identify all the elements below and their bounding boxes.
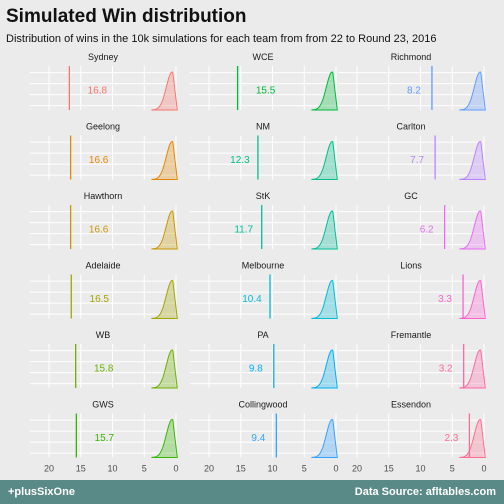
mean-value-label: 9.8 <box>249 363 263 374</box>
mean-value-label: 8.2 <box>407 85 421 96</box>
mean-value-label: 12.3 <box>230 155 250 166</box>
x-tick-label: 10 <box>268 464 278 474</box>
density-area <box>311 71 338 111</box>
mean-value-label: 9.4 <box>251 433 265 444</box>
x-tick-label: 15 <box>384 464 394 474</box>
footer-bar: +plusSixOne Data Source: afltables.com <box>0 480 504 504</box>
facet-label: GC <box>404 191 418 201</box>
facet-label: Lions <box>400 261 422 271</box>
density-area <box>459 418 486 458</box>
x-tick-label: 0 <box>481 464 486 474</box>
footer-brand: +plusSixOne <box>8 486 75 498</box>
mean-value-label: 10.4 <box>242 294 262 305</box>
x-tick-label: 10 <box>416 464 426 474</box>
density-area <box>151 140 178 180</box>
facet-label: Hawthorn <box>84 191 123 201</box>
facet-label: PA <box>257 330 268 340</box>
density-area <box>151 210 178 250</box>
density-area <box>151 418 178 458</box>
x-tick-label: 0 <box>333 464 338 474</box>
facet-label: Collingwood <box>238 400 287 410</box>
facet-label: GWS <box>92 400 114 410</box>
facet-label: Fremantle <box>391 330 432 340</box>
density-area <box>151 71 178 111</box>
density-area <box>459 140 486 180</box>
density-area <box>311 210 338 250</box>
facet-label: Adelaide <box>85 261 120 271</box>
x-tick-label: 20 <box>204 464 214 474</box>
facet-label: Melbourne <box>242 261 285 271</box>
facet-label: NM <box>256 122 270 132</box>
x-tick-label: 20 <box>44 464 54 474</box>
facet-label: WCE <box>253 52 274 62</box>
facet-label: Geelong <box>86 122 120 132</box>
mean-value-label: 15.7 <box>95 433 115 444</box>
mean-value-label: 3.2 <box>439 363 453 374</box>
facet-label: StK <box>256 191 271 201</box>
chart-subtitle: Distribution of wins in the 10k simulati… <box>6 33 437 45</box>
mean-value-label: 2.3 <box>444 433 458 444</box>
density-area <box>311 140 338 180</box>
x-tick-label: 5 <box>142 464 147 474</box>
x-tick-label: 15 <box>236 464 246 474</box>
density-area <box>151 349 178 389</box>
mean-value-label: 6.2 <box>420 224 434 235</box>
facet-label: Richmond <box>391 52 432 62</box>
chart-title: Simulated Win distribution <box>6 6 247 27</box>
mean-value-label: 16.6 <box>89 155 109 166</box>
x-tick-label: 10 <box>108 464 118 474</box>
density-area <box>311 418 338 458</box>
x-tick-label: 5 <box>302 464 307 474</box>
facet-label: WB <box>96 330 111 340</box>
facet-label: Sydney <box>88 52 119 62</box>
facet-label: Carlton <box>396 122 425 132</box>
footer-source: Data Source: afltables.com <box>354 486 496 498</box>
mean-value-label: 11.7 <box>234 224 253 235</box>
density-area <box>459 210 486 250</box>
mean-value-label: 15.5 <box>256 85 276 96</box>
x-tick-label: 0 <box>173 464 178 474</box>
mean-value-label: 16.6 <box>89 224 109 235</box>
mean-value-label: 3.3 <box>438 294 452 305</box>
density-area <box>459 71 486 111</box>
x-tick-label: 5 <box>450 464 455 474</box>
density-area <box>311 279 338 319</box>
mean-value-label: 15.8 <box>94 363 114 374</box>
density-area <box>151 279 178 319</box>
mean-value-label: 16.8 <box>88 85 108 96</box>
density-area <box>311 349 338 389</box>
facet-label: Essendon <box>391 400 431 410</box>
mean-value-label: 7.7 <box>410 155 424 166</box>
x-tick-label: 15 <box>76 464 86 474</box>
mean-value-label: 16.5 <box>90 294 110 305</box>
x-tick-label: 20 <box>352 464 362 474</box>
